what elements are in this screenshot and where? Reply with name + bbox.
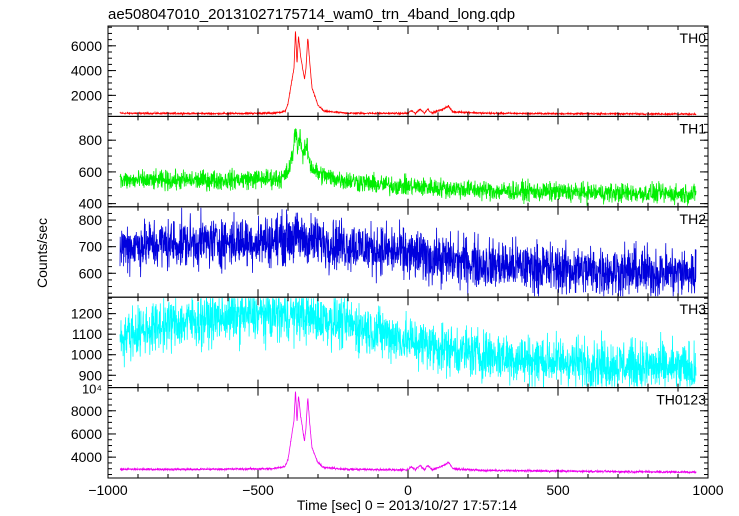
chart-title: ae508047010_20131027175714_wam0_trn_4ban… <box>108 6 515 23</box>
panel-th0: 2000 4000 6000 TH0 <box>71 25 709 117</box>
y-tick-label: 600 <box>79 265 103 281</box>
series-line-th2 <box>119 207 697 297</box>
panel-label: TH3 <box>680 301 707 317</box>
panels: 2000 4000 6000 TH0 400 600 800 TH1 600 700 800 TH2 9… <box>71 25 709 479</box>
y-tick-label: 8000 <box>71 403 102 419</box>
y-tick-label: 6000 <box>71 426 102 442</box>
y-tick-label: 1200 <box>71 306 102 322</box>
panel-th2: 600 700 800 TH2 <box>79 206 709 298</box>
series-line-th0123 <box>119 391 697 475</box>
y-tick-label: 400 <box>79 196 103 212</box>
panel-th1: 400 600 800 TH1 <box>79 115 709 212</box>
y-tick-label: 800 <box>79 132 103 148</box>
x-tick-label: 500 <box>546 482 570 498</box>
y-tick-label: 1000 <box>71 347 102 363</box>
panel-label: TH1 <box>680 120 707 136</box>
y-tick-label: 1100 <box>72 326 102 342</box>
y-axis-label: Counts/sec <box>34 218 50 288</box>
series-line-th3 <box>119 297 697 387</box>
y-tick-label: 900 <box>79 367 103 383</box>
x-axis-label: Time [sec] 0 = 2013/10/27 17:57:14 <box>297 497 517 513</box>
y-tick-label: 4000 <box>71 449 102 465</box>
series-line-th0 <box>119 31 697 117</box>
y-tick-label: 2000 <box>71 87 102 103</box>
y-top-label: 10⁴ <box>82 382 102 397</box>
panel-th3: 900 1000 1100 1200 TH3 <box>71 296 709 389</box>
x-tick-label: −1000 <box>88 482 128 498</box>
x-axis: −1000 −500 0 500 1000 <box>88 482 723 498</box>
x-tick-label: 0 <box>404 482 412 498</box>
panel-label: TH0 <box>680 30 707 46</box>
y-tick-label: 4000 <box>71 63 102 79</box>
x-tick-label: −500 <box>242 482 274 498</box>
panel-label: TH0123 <box>656 392 706 408</box>
panel-frame <box>107 387 709 479</box>
y-tick-label: 600 <box>79 164 103 180</box>
y-tick-label: 700 <box>79 239 103 255</box>
series-line-th1 <box>119 128 697 206</box>
panel-th0123: 4000 6000 8000 10⁴ TH0123 <box>71 382 709 479</box>
y-tick-label: 6000 <box>71 38 102 54</box>
panel-frame <box>107 25 709 117</box>
x-tick-label: 1000 <box>692 482 723 498</box>
y-tick-label: 800 <box>79 212 103 228</box>
panel-label: TH2 <box>680 211 707 227</box>
